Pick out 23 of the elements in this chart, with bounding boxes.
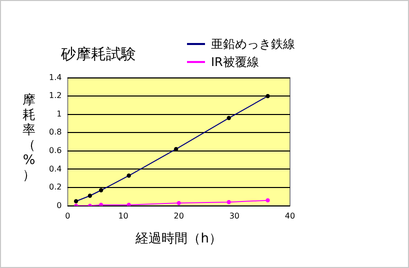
legend-label: IR被覆線 bbox=[211, 54, 259, 70]
x-tick-label: 10 bbox=[118, 212, 128, 221]
x-tick-label: 40 bbox=[284, 212, 296, 221]
chart-title: 砂摩耗試験 bbox=[61, 45, 136, 64]
y-tick-label: 0.6 bbox=[48, 146, 62, 156]
y-tick-label: 0.2 bbox=[48, 182, 62, 192]
point bbox=[176, 200, 181, 206]
point bbox=[226, 200, 231, 204]
point bbox=[98, 202, 104, 206]
y-tick-label: 0 bbox=[56, 200, 62, 210]
y-tick-label: 0.8 bbox=[48, 128, 62, 137]
y-tick-label: 1.4 bbox=[48, 72, 62, 82]
x-tick-label: 20 bbox=[174, 212, 184, 221]
y-tick-label: 0.4 bbox=[48, 164, 62, 174]
y-axis-title: 摩耗率（%） bbox=[22, 93, 36, 183]
x-tick-label: 30 bbox=[229, 212, 240, 221]
legend-label: 亜鉛めっき鉄線 bbox=[211, 36, 295, 52]
x-axis-title: 経過時間（h） bbox=[134, 232, 222, 247]
y-tick-label: 1 bbox=[56, 109, 62, 118]
y-tick-label: 1.2 bbox=[48, 91, 62, 100]
point bbox=[126, 202, 131, 206]
x-tick-label: 0 bbox=[65, 212, 70, 221]
point bbox=[266, 198, 270, 202]
